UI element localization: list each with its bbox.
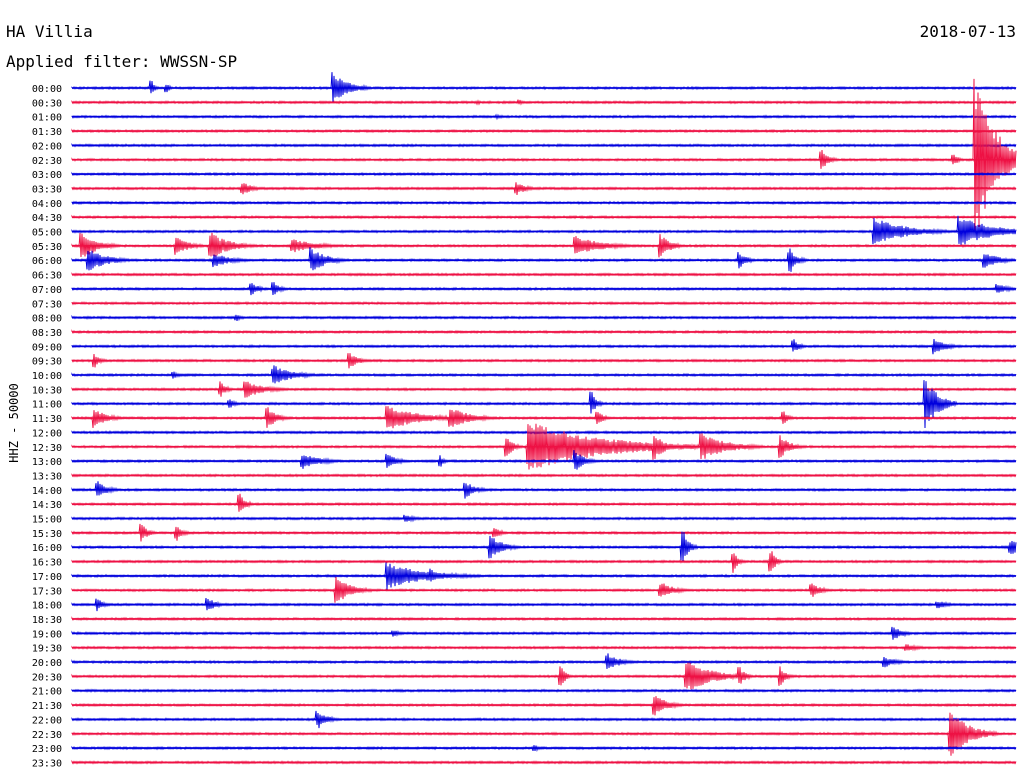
row-time-label: 05:30 — [32, 242, 62, 253]
row-time-label: 18:30 — [32, 615, 62, 626]
row-time-label: 07:00 — [32, 285, 62, 296]
seismic-trace — [71, 493, 1017, 512]
row-time-label: 10:30 — [32, 385, 62, 396]
date-label: 2018-07-13 — [919, 22, 1016, 41]
row-time-label: 08:00 — [32, 314, 62, 325]
row-time-label: 23:00 — [32, 744, 62, 755]
row-time-label: 22:30 — [32, 730, 62, 741]
row-time-label: 03:00 — [32, 170, 62, 181]
row-time-label: 18:00 — [32, 601, 62, 612]
row-time-label: 09:00 — [32, 342, 62, 353]
seismic-trace — [71, 406, 1017, 429]
row-time-label: 15:00 — [32, 515, 62, 526]
row-time-label: 04:30 — [32, 213, 62, 224]
row-time-label: 16:00 — [32, 543, 62, 554]
row-time-label: 06:30 — [32, 271, 62, 282]
row-time-label: 15:30 — [32, 529, 62, 540]
seismic-trace — [71, 450, 1017, 470]
row-time-label: 01:00 — [32, 113, 62, 124]
row-time-label: 08:30 — [32, 328, 62, 339]
row-time-label: 16:30 — [32, 558, 62, 569]
row-time-label: 17:00 — [32, 572, 62, 583]
station-title: HA Villia — [6, 22, 93, 41]
row-time-label: 13:00 — [32, 457, 62, 468]
row-time-label: 12:30 — [32, 443, 62, 454]
row-time-label: 23:30 — [32, 758, 62, 769]
row-time-label: 09:30 — [32, 357, 62, 368]
row-time-label: 10:00 — [32, 371, 62, 382]
row-time-label: 11:30 — [32, 414, 62, 425]
row-time-label: 05:00 — [32, 228, 62, 239]
row-time-label: 14:30 — [32, 500, 62, 511]
row-time-label: 02:00 — [32, 141, 62, 152]
row-time-label: 19:00 — [32, 629, 62, 640]
filter-label: Applied filter: WWSSN-SP — [6, 52, 238, 71]
row-time-label: 02:30 — [32, 156, 62, 167]
row-time-label: 03:30 — [32, 184, 62, 195]
row-time-label: 20:00 — [32, 658, 62, 669]
row-time-label: 20:30 — [32, 672, 62, 683]
row-time-label: 19:30 — [32, 644, 62, 655]
row-time-label: 04:00 — [32, 199, 62, 210]
row-time-label: 12:00 — [32, 428, 62, 439]
seismic-trace — [71, 653, 1017, 669]
row-time-label: 07:30 — [32, 299, 62, 310]
row-time-label: 11:00 — [32, 400, 62, 411]
row-time-label: 14:00 — [32, 486, 62, 497]
row-time-label: 21:00 — [32, 687, 62, 698]
row-time-label: 00:00 — [32, 84, 62, 95]
row-time-label: 13:30 — [32, 471, 62, 482]
row-time-label: 22:00 — [32, 715, 62, 726]
row-time-label: 21:30 — [32, 701, 62, 712]
row-time-label: 01:30 — [32, 127, 62, 138]
row-time-label: 17:30 — [32, 586, 62, 597]
row-time-label: 00:30 — [32, 98, 62, 109]
row-time-label: 06:00 — [32, 256, 62, 267]
